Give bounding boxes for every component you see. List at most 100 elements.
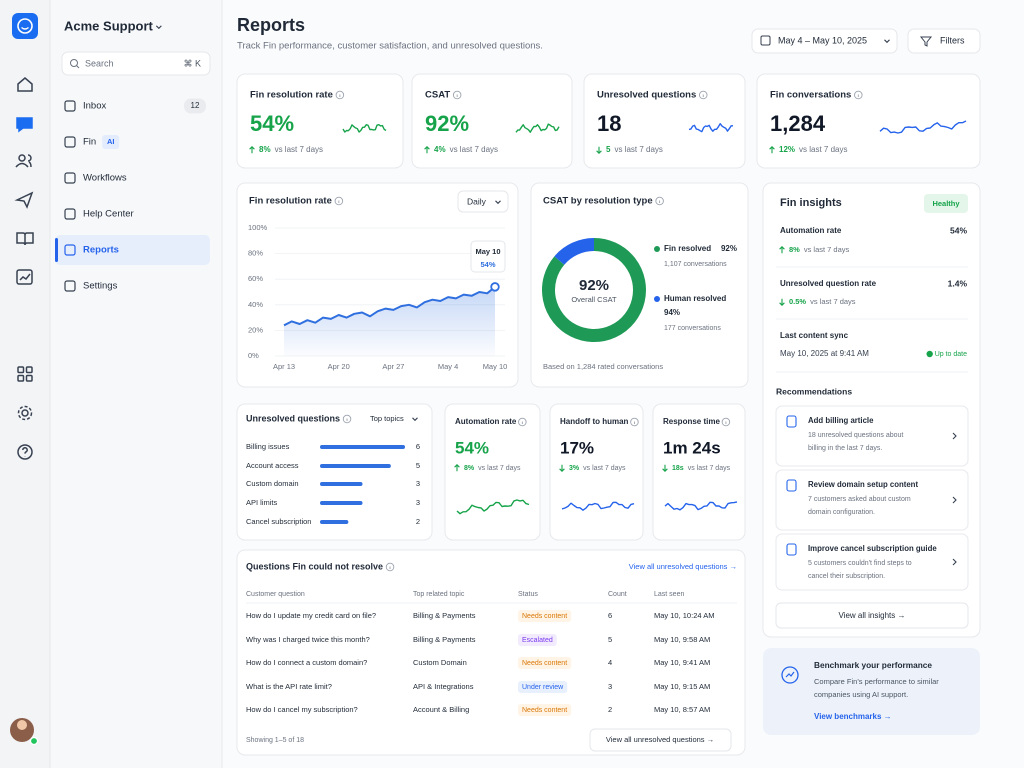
y-tick-label: 60%	[248, 274, 263, 283]
granularity-dropdown[interactable]	[457, 190, 509, 213]
rail-icons	[14, 77, 34, 460]
bar-label: Cancel subscription	[246, 517, 311, 526]
sync-status: Up to date	[935, 351, 967, 358]
search-icon	[76, 65, 80, 69]
info-icon[interactable]	[335, 90, 345, 100]
recommendation-card[interactable]	[775, 469, 969, 531]
search-box[interactable]	[61, 51, 211, 76]
inbox-icon[interactable]	[16, 117, 33, 133]
kpi-value: 18	[597, 111, 621, 136]
recommendation-title: Review domain setup content	[808, 480, 918, 489]
info-icon[interactable]	[334, 196, 344, 206]
bar-label: Account access	[246, 461, 299, 470]
info-icon[interactable]	[630, 417, 639, 427]
contacts-icon[interactable]	[15, 154, 32, 168]
donut-value: 92%	[579, 277, 609, 294]
settings-icon[interactable]	[21, 409, 29, 417]
nav-icon	[64, 280, 76, 292]
info-icon[interactable]	[342, 414, 352, 424]
logo-mark	[21, 26, 29, 30]
recommendation-text: 18 unresolved questions about	[808, 432, 903, 439]
column-header: Top related topic	[413, 591, 465, 598]
date-picker[interactable]	[751, 28, 898, 54]
tooltip-value: 54%	[480, 260, 495, 269]
outbound-icon[interactable]	[14, 191, 34, 209]
dropdown-label[interactable]: Top topics	[370, 414, 404, 423]
button-label[interactable]: View all unresolved questions →	[606, 735, 714, 744]
recommendation-card[interactable]	[775, 533, 969, 591]
info-icon[interactable]	[721, 417, 731, 427]
benchmark-icon	[785, 671, 795, 678]
metric-value: 54%	[455, 438, 489, 457]
knowledge-icon[interactable]	[16, 232, 34, 246]
home-icon[interactable]	[17, 77, 33, 92]
recommendation-card[interactable]	[775, 405, 969, 467]
apps-icon[interactable]	[17, 366, 25, 374]
arrow-down	[779, 298, 785, 306]
avatar-face	[17, 720, 27, 730]
button-label[interactable]: View all insights →	[839, 611, 906, 620]
cell: Why was I charged twice this month?	[246, 635, 370, 644]
nav-label[interactable]: Fin	[83, 137, 96, 148]
nav-label[interactable]: Inbox	[83, 101, 106, 112]
help-icon[interactable]	[17, 444, 33, 460]
info-icon[interactable]	[699, 90, 708, 100]
reports-icon[interactable]	[19, 273, 31, 281]
button[interactable]	[589, 728, 732, 752]
card-text: Compare Fin's performance to similar	[814, 677, 939, 686]
info-icon[interactable]	[452, 90, 462, 100]
link[interactable]: View benchmarks →	[814, 712, 892, 721]
cell: Billing & Payments	[413, 635, 476, 644]
delta-note: vs last 7 days	[804, 245, 850, 254]
kpi-value: 1,284	[770, 111, 826, 136]
nav-label[interactable]: Help Center	[83, 209, 134, 220]
chevron-right	[952, 558, 957, 566]
insight-value: 54%	[950, 225, 967, 235]
recommendation-icon	[786, 415, 797, 428]
arrow-up	[454, 464, 460, 472]
bar-value: 2	[416, 517, 420, 526]
search-placeholder: Search	[85, 58, 114, 68]
nav-label[interactable]: Settings	[83, 281, 118, 292]
search-icon	[70, 59, 78, 67]
recommendation-icon	[786, 479, 797, 492]
bar-label: Custom domain	[246, 479, 299, 488]
column-header: Customer question	[246, 591, 305, 598]
workspace-name[interactable]: Acme Support	[64, 18, 154, 33]
legend-dot	[654, 296, 660, 302]
button[interactable]	[775, 602, 969, 629]
reports-icon[interactable]	[16, 269, 33, 285]
area	[284, 286, 495, 356]
delta: 8%	[789, 245, 800, 254]
filters-button[interactable]	[907, 28, 981, 54]
card	[583, 73, 746, 169]
status-badge	[518, 704, 572, 716]
kpi-value: 54%	[250, 111, 294, 136]
info-icon[interactable]	[385, 562, 395, 572]
info-icon[interactable]	[854, 90, 863, 100]
dropdown-label: Daily	[467, 196, 487, 206]
info-icon[interactable]	[518, 417, 527, 427]
contacts-icon[interactable]	[18, 154, 26, 162]
nav-label[interactable]: Workflows	[83, 173, 127, 184]
section-title: Recommendations	[776, 386, 852, 396]
x-tick-label: May 10	[483, 362, 508, 371]
metric-title: Response time	[663, 417, 720, 426]
card-title: Fin insights	[780, 197, 842, 209]
recommendation-text: 5 customers couldn't find steps to	[808, 560, 912, 567]
column-header: Status	[518, 591, 538, 598]
pagination: Showing 1–5 of 18	[246, 737, 304, 744]
logo[interactable]	[12, 13, 38, 39]
info-icon[interactable]	[655, 196, 664, 206]
delta: 8%	[464, 465, 475, 472]
tooltip	[470, 240, 506, 273]
link[interactable]: View all unresolved questions →	[629, 562, 737, 571]
sparkline	[515, 123, 560, 133]
recommendation-text: cancel their subscription.	[808, 573, 885, 580]
card	[236, 549, 746, 756]
chevron	[495, 200, 501, 205]
nav-label[interactable]: Reports	[83, 245, 119, 256]
bar-value: 6	[416, 442, 420, 451]
